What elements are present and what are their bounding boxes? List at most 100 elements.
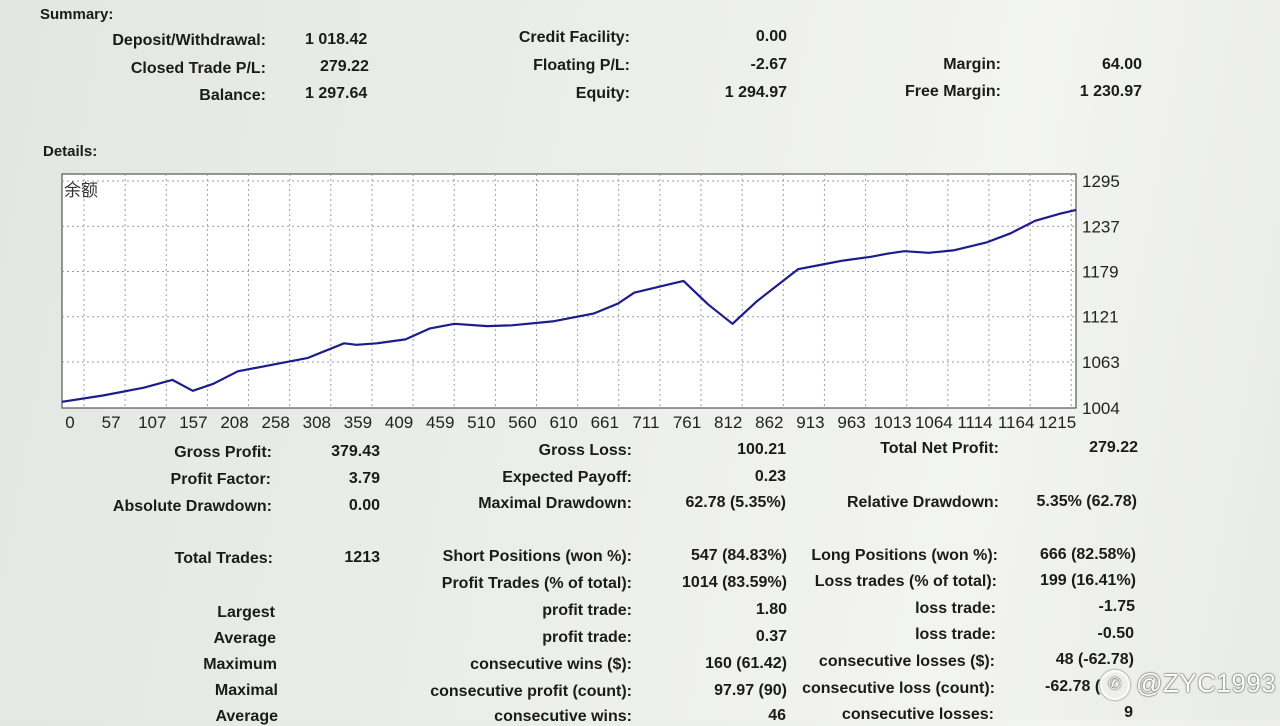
relative-drawdown-value: 5.35% (62.78): [1036, 493, 1137, 510]
x-tick-label: 661: [591, 413, 619, 432]
largest-label: Largest: [217, 604, 275, 621]
short-positions-value: 547 (84.83%): [690, 547, 787, 564]
chart-grid: [62, 174, 1076, 408]
credit-value: 0.00: [755, 28, 787, 45]
max-consecutive-profit-label: consecutive profit (count):: [430, 683, 632, 700]
x-tick-label: 963: [837, 413, 865, 432]
expected-payoff-label: Expected Payoff:: [502, 469, 632, 486]
free-margin-label: Free Margin:: [904, 83, 1001, 100]
deposit-label: Deposit/Withdrawal:: [112, 32, 266, 49]
total-net-profit-value: 279.22: [1089, 439, 1138, 456]
x-tick-label: 1064: [915, 413, 953, 432]
y-tick-label: 1063: [1082, 353, 1120, 372]
x-tick-label: 761: [673, 413, 701, 432]
x-tick-label: 610: [549, 413, 577, 432]
balance-label: Balance:: [199, 87, 266, 104]
margin-label: Margin:: [943, 56, 1001, 73]
summary-heading: Summary:: [40, 6, 114, 23]
avg-consecutive-wins-label: consecutive wins:: [494, 708, 632, 725]
x-tick-label: 258: [261, 413, 289, 432]
floating-pl-label: Floating P/L:: [533, 57, 630, 74]
loss-trades-label: Loss trades (% of total):: [814, 573, 997, 590]
average-label: Average: [213, 630, 276, 647]
watermark: ✆ @ZYC1993: [1100, 668, 1277, 701]
avg-consecutive-wins-value: 46: [768, 707, 786, 724]
maximal-drawdown-value: 62.78 (5.35%): [685, 494, 786, 511]
gross-loss-label: Gross Loss:: [538, 442, 632, 459]
y-tick-label: 1004: [1082, 399, 1120, 418]
gross-profit-label: Gross Profit:: [174, 444, 272, 461]
y-tick-label: 1295: [1082, 172, 1120, 191]
largest-loss-value: -1.75: [1098, 598, 1135, 615]
largest-profit-label: profit trade:: [542, 602, 632, 619]
y-tick-label: 1179: [1082, 263, 1119, 282]
largest-loss-label: loss trade:: [915, 600, 996, 617]
average-loss-value: -0.50: [1097, 625, 1134, 642]
max-consecutive-losses-value: 48 (-62.78): [1055, 651, 1134, 668]
max-consecutive-wins-label: consecutive wins ($):: [470, 656, 632, 673]
profit-factor-value: 3.79: [348, 470, 380, 487]
x-tick-label: 560: [508, 413, 536, 432]
absolute-drawdown-value: 0.00: [348, 497, 380, 514]
free-margin-value: 1 230.97: [1079, 83, 1142, 100]
balance-line: [61, 208, 1077, 403]
deposit-value: 1 018.42: [305, 31, 368, 48]
total-trades-value: 1213: [344, 549, 380, 566]
y-tick-labels: 1295 1237 1179 1121 1063 1004: [1082, 172, 1120, 418]
floating-pl-value: -2.67: [750, 56, 787, 73]
maximal-label: Maximal: [214, 682, 278, 699]
long-positions-value: 666 (82.58%): [1039, 546, 1136, 563]
profit-factor-label: Profit Factor:: [170, 471, 271, 488]
x-tick-label: 107: [138, 413, 166, 432]
x-tick-label: 862: [755, 413, 783, 432]
gross-profit-value: 379.43: [331, 443, 380, 460]
profit-trades-value: 1014 (83.59%): [682, 574, 787, 591]
long-positions-label: Long Positions (won %):: [811, 547, 998, 564]
x-tick-label: 1164: [998, 413, 1035, 432]
expected-payoff-value: 0.23: [754, 468, 786, 485]
watermark-text: @ZYC1993: [1136, 668, 1277, 698]
avg-consecutive-losses-label: consecutive losses:: [841, 706, 994, 723]
closed-pl-value: 279.22: [320, 58, 369, 75]
weibo-icon: ✆: [1100, 670, 1130, 701]
largest-profit-value: 1.80: [755, 601, 787, 618]
y-tick-label: 1121: [1082, 308, 1119, 327]
closed-pl-label: Closed Trade P/L:: [130, 60, 266, 77]
max-consecutive-loss-label: consecutive loss (count):: [802, 680, 995, 697]
x-tick-label: 1013: [874, 413, 912, 432]
balance-chart: 余额 1295 1237 1179 1121 1063 1004 0 57 107 157 208…: [61, 172, 1120, 432]
balance-value: 1 297.64: [305, 85, 368, 102]
x-tick-label: 308: [303, 413, 331, 432]
x-tick-label: 359: [344, 413, 372, 432]
avg-consecutive-losses-value: 9: [1124, 704, 1133, 721]
max-consecutive-wins-value: 160 (61.42): [705, 655, 787, 672]
maximal-drawdown-label: Maximal Drawdown:: [478, 495, 632, 512]
short-positions-label: Short Positions (won %):: [442, 548, 632, 565]
equity-label: Equity:: [575, 85, 630, 102]
max-consecutive-losses-label: consecutive losses ($):: [818, 653, 995, 670]
x-tick-label: 510: [467, 413, 495, 432]
x-tick-label: 208: [220, 413, 248, 432]
max-consecutive-loss-value: -62.78 (: [1045, 678, 1101, 695]
chart-title: 余额: [64, 181, 98, 201]
x-tick-label: 409: [385, 413, 413, 432]
x-tick-labels: 0 57 107 157 208 258 308 359 409 459 510 560 610 661 7…: [65, 413, 1076, 432]
x-tick-label: 459: [426, 413, 454, 432]
average-profit-label: profit trade:: [542, 629, 632, 646]
x-tick-label: 157: [179, 413, 207, 432]
x-tick-label: 1114: [957, 413, 992, 432]
total-net-profit-label: Total Net Profit:: [880, 440, 999, 457]
equity-value: 1 294.97: [724, 84, 787, 101]
total-trades-label: Total Trades:: [174, 550, 273, 567]
credit-label: Credit Facility:: [518, 29, 630, 46]
max-consecutive-profit-value: 97.97 (90): [714, 682, 787, 699]
x-tick-label: 913: [796, 413, 824, 432]
average-profit-value: 0.37: [755, 628, 787, 645]
plot-area: [61, 173, 1077, 409]
y-tick-label: 1237: [1082, 217, 1120, 236]
x-tick-label: 1215: [1038, 413, 1076, 432]
margin-value: 64.00: [1101, 56, 1142, 73]
absolute-drawdown-label: Absolute Drawdown:: [112, 498, 272, 515]
x-tick-label: 57: [102, 413, 121, 432]
gross-loss-value: 100.21: [737, 441, 786, 458]
